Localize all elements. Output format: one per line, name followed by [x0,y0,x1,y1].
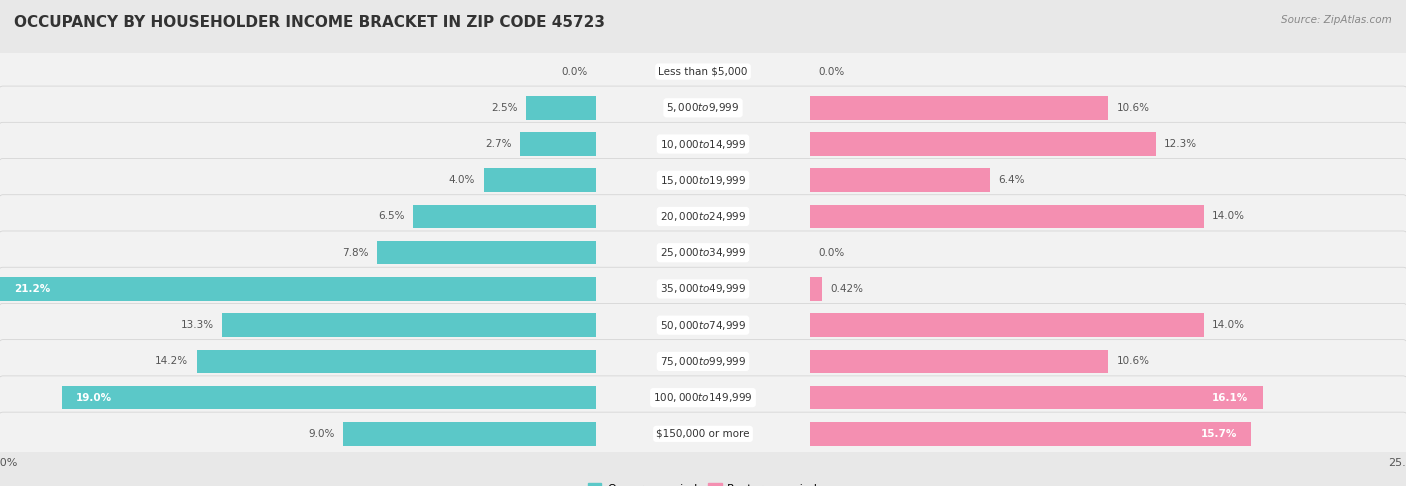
FancyBboxPatch shape [0,340,1406,383]
Legend: Owner-occupied, Renter-occupied: Owner-occupied, Renter-occupied [583,479,823,486]
Bar [222,313,596,337]
Text: 4.0%: 4.0% [449,175,475,185]
Text: 9.0%: 9.0% [308,429,335,439]
Text: 0.42%: 0.42% [830,284,863,294]
Bar [62,386,596,409]
Text: 0.0%: 0.0% [818,248,845,258]
Bar [810,386,1263,409]
FancyBboxPatch shape [0,412,1406,455]
Text: 2.7%: 2.7% [485,139,512,149]
Text: $5,000 to $9,999: $5,000 to $9,999 [666,101,740,114]
Text: 19.0%: 19.0% [76,393,112,402]
FancyBboxPatch shape [0,158,1406,202]
Text: Source: ZipAtlas.com: Source: ZipAtlas.com [1281,15,1392,25]
Bar [810,277,821,301]
Bar [343,422,596,446]
Text: 14.2%: 14.2% [155,356,188,366]
Text: 0.0%: 0.0% [818,67,845,77]
Bar [520,132,596,156]
Text: 12.3%: 12.3% [1164,139,1198,149]
Text: $100,000 to $149,999: $100,000 to $149,999 [654,391,752,404]
Text: 21.2%: 21.2% [14,284,51,294]
Text: $35,000 to $49,999: $35,000 to $49,999 [659,282,747,295]
FancyBboxPatch shape [0,376,1406,419]
Text: $25,000 to $34,999: $25,000 to $34,999 [659,246,747,259]
Text: OCCUPANCY BY HOUSEHOLDER INCOME BRACKET IN ZIP CODE 45723: OCCUPANCY BY HOUSEHOLDER INCOME BRACKET … [14,15,605,30]
Bar [810,422,1251,446]
Text: Less than $5,000: Less than $5,000 [658,67,748,77]
FancyBboxPatch shape [0,122,1406,166]
Text: $75,000 to $99,999: $75,000 to $99,999 [659,355,747,368]
Bar [413,205,596,228]
Bar [197,349,596,373]
Bar [810,96,1108,120]
Bar [526,96,596,120]
Text: $50,000 to $74,999: $50,000 to $74,999 [659,319,747,331]
Text: 13.3%: 13.3% [180,320,214,330]
Text: 10.6%: 10.6% [1116,103,1149,113]
Bar [810,349,1108,373]
Text: 6.5%: 6.5% [378,211,405,222]
Text: 0.0%: 0.0% [561,67,588,77]
FancyBboxPatch shape [0,86,1406,130]
Bar [377,241,596,264]
FancyBboxPatch shape [0,303,1406,347]
FancyBboxPatch shape [0,267,1406,311]
FancyBboxPatch shape [0,231,1406,275]
Text: $10,000 to $14,999: $10,000 to $14,999 [659,138,747,151]
Bar [810,205,1204,228]
Text: 14.0%: 14.0% [1212,211,1244,222]
Bar [484,169,596,192]
Bar [810,169,990,192]
Bar [810,132,1156,156]
FancyBboxPatch shape [0,195,1406,238]
Text: $150,000 or more: $150,000 or more [657,429,749,439]
Text: 10.6%: 10.6% [1116,356,1149,366]
Text: 7.8%: 7.8% [342,248,368,258]
Text: 2.5%: 2.5% [491,103,517,113]
Text: $15,000 to $19,999: $15,000 to $19,999 [659,174,747,187]
FancyBboxPatch shape [0,50,1406,93]
Bar [810,313,1204,337]
Text: 15.7%: 15.7% [1201,429,1237,439]
Text: 14.0%: 14.0% [1212,320,1244,330]
Text: 16.1%: 16.1% [1212,393,1249,402]
Bar [0,277,596,301]
Text: $20,000 to $24,999: $20,000 to $24,999 [659,210,747,223]
Text: 6.4%: 6.4% [998,175,1025,185]
